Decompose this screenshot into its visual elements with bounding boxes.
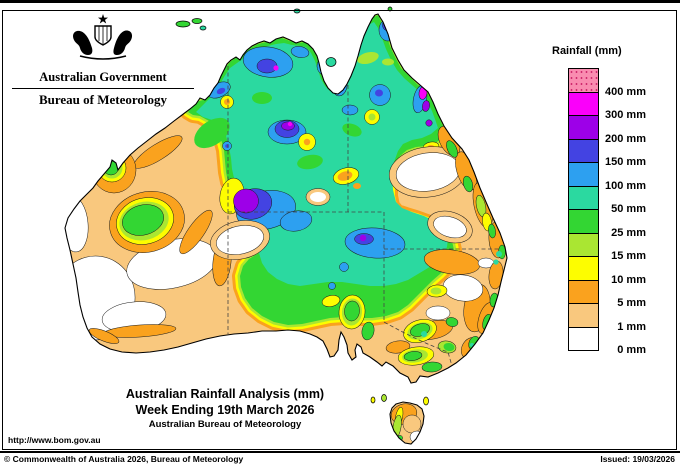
agency-title: Bureau of Meteorology [38, 92, 168, 108]
legend-swatch [568, 68, 599, 93]
issued-date: Issued: 19/03/2026 [600, 454, 675, 464]
bottom-rule [0, 451, 680, 453]
coat-of-arms-icon [73, 14, 133, 60]
legend-label: 400 mm [605, 85, 646, 98]
top-border-bar [0, 0, 680, 3]
legend-swatch [568, 256, 599, 281]
legend-swatch [568, 209, 599, 234]
legend-label: 1 mm [617, 320, 646, 333]
legend-label: 10 mm [611, 273, 646, 286]
legend-swatch [568, 279, 599, 304]
legend-label: 15 mm [611, 250, 646, 262]
legend-label: 0 mm [617, 344, 646, 356]
map-subtitle: Week Ending 19th March 2026 [135, 403, 315, 417]
legend-swatch [568, 162, 599, 187]
map-agency-line: Australian Bureau of Meteorology [148, 419, 302, 430]
legend-label: 100 mm [605, 179, 646, 192]
copyright-text: © Commonwealth of Australia 2026, Bureau… [4, 454, 244, 464]
legend-label: 50 mm [611, 203, 646, 215]
legend-swatch [568, 326, 599, 351]
bom-url: http://www.bom.gov.au [8, 435, 101, 445]
government-title: Australian Government [39, 70, 167, 84]
header-divider [12, 88, 194, 90]
legend-label: 5 mm [617, 297, 646, 309]
legend-swatch [568, 232, 599, 257]
legend-swatch [568, 303, 599, 328]
map-title: Australian Rainfall Analysis (mm) [125, 387, 325, 401]
legend-swatch [568, 138, 599, 163]
legend-title: Rainfall (mm) [552, 45, 622, 57]
agency-header: Australian Government Bureau of Meteorol… [8, 12, 198, 108]
map-frame [2, 10, 677, 450]
islands [175, 6, 429, 406]
legend-label: 150 mm [605, 156, 646, 168]
state-borders [227, 66, 499, 367]
legend-swatch [568, 185, 599, 210]
legend-label: 300 mm [605, 109, 646, 121]
legend-label: 200 mm [605, 132, 646, 145]
legend-label: 25 mm [611, 226, 646, 239]
